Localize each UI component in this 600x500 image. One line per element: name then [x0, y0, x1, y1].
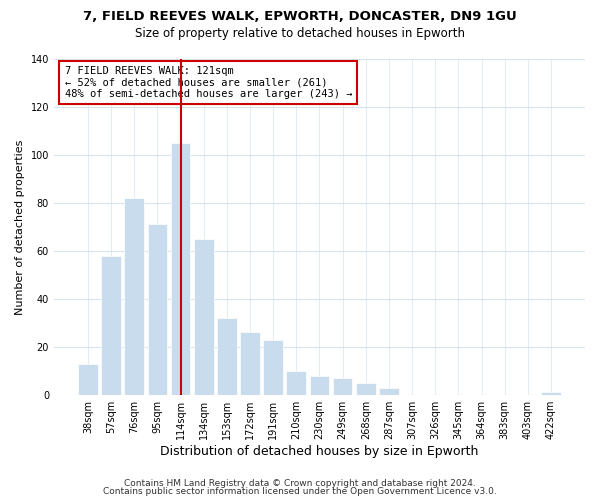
Bar: [217, 318, 236, 394]
Bar: [356, 382, 376, 394]
Bar: [101, 256, 121, 394]
Y-axis label: Number of detached properties: Number of detached properties: [15, 139, 25, 314]
Text: Size of property relative to detached houses in Epworth: Size of property relative to detached ho…: [135, 28, 465, 40]
Bar: [124, 198, 144, 394]
Bar: [379, 388, 399, 394]
X-axis label: Distribution of detached houses by size in Epworth: Distribution of detached houses by size …: [160, 444, 479, 458]
Bar: [286, 370, 306, 394]
Bar: [194, 239, 214, 394]
Text: Contains HM Land Registry data © Crown copyright and database right 2024.: Contains HM Land Registry data © Crown c…: [124, 478, 476, 488]
Bar: [170, 143, 190, 395]
Bar: [148, 224, 167, 394]
Text: 7 FIELD REEVES WALK: 121sqm
← 52% of detached houses are smaller (261)
48% of se: 7 FIELD REEVES WALK: 121sqm ← 52% of det…: [65, 66, 352, 99]
Bar: [541, 392, 561, 394]
Text: 7, FIELD REEVES WALK, EPWORTH, DONCASTER, DN9 1GU: 7, FIELD REEVES WALK, EPWORTH, DONCASTER…: [83, 10, 517, 23]
Text: Contains public sector information licensed under the Open Government Licence v3: Contains public sector information licen…: [103, 487, 497, 496]
Bar: [310, 376, 329, 394]
Bar: [240, 332, 260, 394]
Bar: [333, 378, 352, 394]
Bar: [78, 364, 98, 394]
Bar: [263, 340, 283, 394]
